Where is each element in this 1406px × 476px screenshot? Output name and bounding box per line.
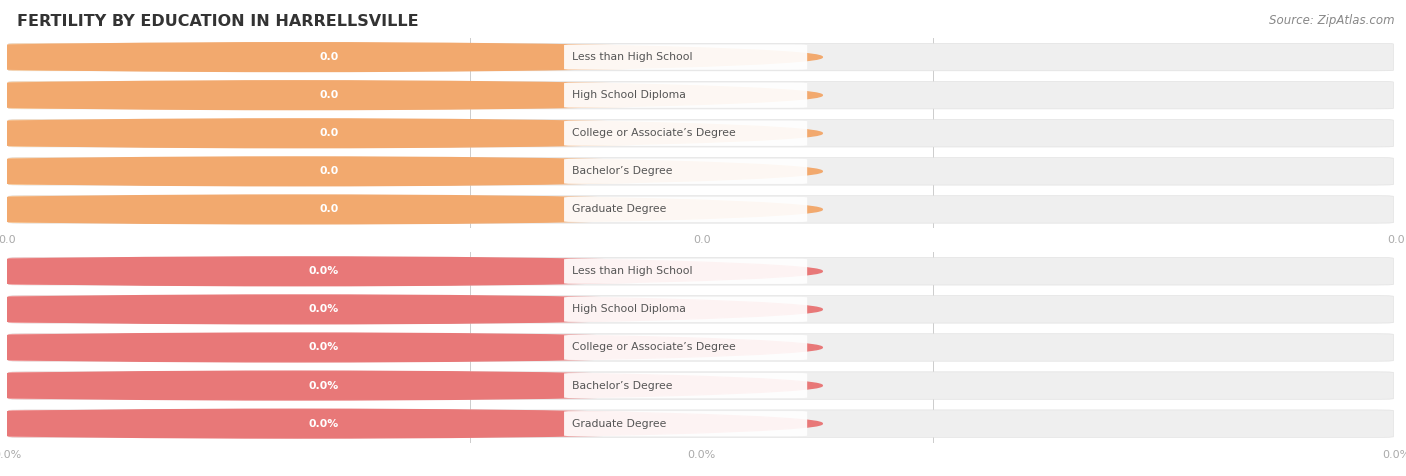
FancyBboxPatch shape xyxy=(8,43,1393,71)
FancyBboxPatch shape xyxy=(8,296,1393,323)
FancyBboxPatch shape xyxy=(564,259,807,284)
Text: Source: ZipAtlas.com: Source: ZipAtlas.com xyxy=(1270,14,1395,27)
FancyBboxPatch shape xyxy=(8,43,349,71)
Text: Less than High School: Less than High School xyxy=(572,52,693,62)
Circle shape xyxy=(0,157,823,186)
FancyBboxPatch shape xyxy=(564,411,807,436)
FancyBboxPatch shape xyxy=(8,81,349,109)
Text: Bachelor’s Degree: Bachelor’s Degree xyxy=(572,380,673,391)
Circle shape xyxy=(0,81,823,109)
FancyBboxPatch shape xyxy=(8,372,349,399)
FancyBboxPatch shape xyxy=(8,334,1393,361)
FancyBboxPatch shape xyxy=(564,159,807,184)
Text: 0.0: 0.0 xyxy=(319,90,339,100)
Text: 0.0: 0.0 xyxy=(1388,235,1405,245)
FancyBboxPatch shape xyxy=(564,197,807,222)
Text: Graduate Degree: Graduate Degree xyxy=(572,204,666,215)
Text: 0.0%: 0.0% xyxy=(309,418,339,429)
Circle shape xyxy=(0,409,823,438)
Circle shape xyxy=(0,119,823,148)
Text: 0.0: 0.0 xyxy=(319,128,339,139)
FancyBboxPatch shape xyxy=(8,196,349,223)
FancyBboxPatch shape xyxy=(8,334,349,361)
Text: 0.0: 0.0 xyxy=(0,235,15,245)
Text: Graduate Degree: Graduate Degree xyxy=(572,418,666,429)
Text: 0.0: 0.0 xyxy=(319,52,339,62)
Circle shape xyxy=(0,257,823,286)
FancyBboxPatch shape xyxy=(564,45,807,69)
Text: 0.0%: 0.0% xyxy=(309,266,339,277)
Text: College or Associate’s Degree: College or Associate’s Degree xyxy=(572,128,737,139)
FancyBboxPatch shape xyxy=(8,410,1393,437)
Circle shape xyxy=(0,295,823,324)
FancyBboxPatch shape xyxy=(8,372,1393,399)
Text: 0.0%: 0.0% xyxy=(0,449,21,459)
FancyBboxPatch shape xyxy=(8,158,349,185)
Text: Less than High School: Less than High School xyxy=(572,266,693,277)
Text: 0.0: 0.0 xyxy=(319,204,339,215)
FancyBboxPatch shape xyxy=(8,119,349,147)
Text: 0.0%: 0.0% xyxy=(309,380,339,391)
Text: Bachelor’s Degree: Bachelor’s Degree xyxy=(572,166,673,177)
Text: 0.0%: 0.0% xyxy=(309,304,339,315)
FancyBboxPatch shape xyxy=(8,158,1393,185)
Text: 0.0: 0.0 xyxy=(319,166,339,177)
Circle shape xyxy=(0,43,823,71)
Text: 0.0%: 0.0% xyxy=(309,342,339,353)
FancyBboxPatch shape xyxy=(564,335,807,360)
Text: 0.0%: 0.0% xyxy=(688,449,716,459)
Text: 0.0%: 0.0% xyxy=(1382,449,1406,459)
Text: 0.0: 0.0 xyxy=(693,235,710,245)
Text: FERTILITY BY EDUCATION IN HARRELLSVILLE: FERTILITY BY EDUCATION IN HARRELLSVILLE xyxy=(17,14,419,30)
FancyBboxPatch shape xyxy=(8,119,1393,147)
Text: High School Diploma: High School Diploma xyxy=(572,304,686,315)
Text: College or Associate’s Degree: College or Associate’s Degree xyxy=(572,342,737,353)
Circle shape xyxy=(0,195,823,224)
FancyBboxPatch shape xyxy=(8,81,1393,109)
FancyBboxPatch shape xyxy=(8,196,1393,223)
Text: High School Diploma: High School Diploma xyxy=(572,90,686,100)
FancyBboxPatch shape xyxy=(8,296,349,323)
Circle shape xyxy=(0,333,823,362)
FancyBboxPatch shape xyxy=(564,83,807,108)
FancyBboxPatch shape xyxy=(564,121,807,146)
FancyBboxPatch shape xyxy=(8,410,349,437)
FancyBboxPatch shape xyxy=(8,258,349,285)
FancyBboxPatch shape xyxy=(564,297,807,322)
FancyBboxPatch shape xyxy=(564,373,807,398)
FancyBboxPatch shape xyxy=(8,258,1393,285)
Circle shape xyxy=(0,371,823,400)
